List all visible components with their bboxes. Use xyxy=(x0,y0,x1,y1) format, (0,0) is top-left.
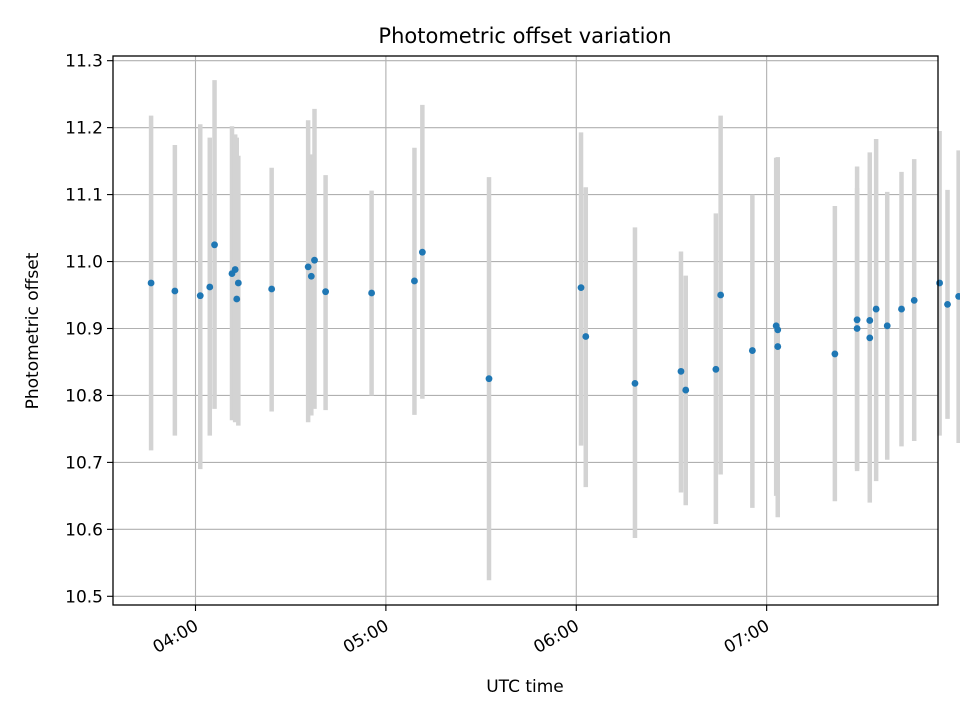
y-tick-label: 11.2 xyxy=(65,119,103,139)
data-point xyxy=(677,367,685,375)
y-tick-label: 10.7 xyxy=(65,453,103,473)
data-point xyxy=(774,343,782,350)
data-point xyxy=(582,333,590,340)
data-point xyxy=(311,256,318,264)
data-point xyxy=(631,379,639,387)
data-point xyxy=(748,347,756,354)
y-tick-label: 10.6 xyxy=(65,520,103,540)
y-axis-ticks: 10.5 10.6 10.7 10.8 10.9 11.0 11.1 11.2 11.3 xyxy=(65,52,113,607)
plot-frame xyxy=(112,55,939,606)
data-point xyxy=(411,277,418,285)
data-point xyxy=(866,317,874,324)
data-point xyxy=(206,283,214,291)
error-bars xyxy=(148,80,960,581)
data-points xyxy=(147,241,960,394)
data-point xyxy=(211,241,218,249)
data-point xyxy=(774,326,782,334)
data-point xyxy=(268,285,276,293)
data-point xyxy=(936,279,943,287)
x-axis-label: UTC time xyxy=(486,677,564,697)
data-point xyxy=(577,284,585,292)
x-tick-label: 04:00 xyxy=(150,616,202,658)
data-point xyxy=(418,248,426,256)
data-point xyxy=(910,296,918,304)
data-point xyxy=(682,386,690,394)
data-point xyxy=(831,350,839,358)
data-point xyxy=(322,288,329,296)
data-point xyxy=(304,263,312,271)
data-point xyxy=(171,287,179,295)
x-tick-label: 06:00 xyxy=(530,616,582,658)
data-point xyxy=(866,334,874,342)
data-point xyxy=(368,289,376,297)
data-point xyxy=(712,365,720,373)
data-point xyxy=(944,300,951,308)
data-point xyxy=(196,292,204,300)
y-tick-label: 10.5 xyxy=(65,587,103,607)
data-point xyxy=(872,305,880,313)
y-tick-label: 10.8 xyxy=(65,386,103,406)
x-axis-ticks: 04:00 05:00 06:00 07:00 xyxy=(150,605,773,658)
data-point xyxy=(883,322,891,330)
y-tick-label: 11.3 xyxy=(65,52,103,72)
data-point xyxy=(234,279,242,287)
chart-title: Photometric offset variation xyxy=(378,24,671,48)
y-axis-label: Photometric offset xyxy=(23,252,43,409)
grid-lines xyxy=(113,56,938,605)
data-point xyxy=(231,266,239,273)
y-tick-label: 11.0 xyxy=(65,253,103,273)
data-point xyxy=(853,325,861,332)
x-tick-label: 07:00 xyxy=(721,616,773,658)
y-tick-label: 10.9 xyxy=(65,319,103,339)
data-point xyxy=(233,295,241,303)
data-point xyxy=(955,292,960,300)
data-point xyxy=(717,291,725,299)
data-point xyxy=(307,272,315,280)
y-tick-label: 11.1 xyxy=(65,186,103,206)
data-point xyxy=(485,375,493,383)
x-tick-label: 05:00 xyxy=(340,616,392,658)
data-point xyxy=(147,279,155,287)
data-point xyxy=(898,305,905,313)
data-point xyxy=(853,316,861,324)
